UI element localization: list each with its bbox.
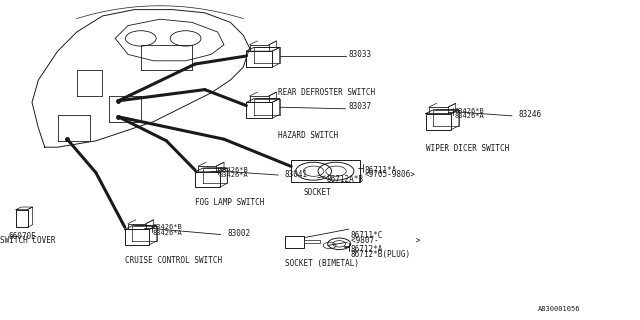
Text: REAR DEFROSTER SWITCH: REAR DEFROSTER SWITCH <box>278 88 376 97</box>
Text: SWITCH COVER: SWITCH COVER <box>0 236 56 245</box>
Text: HAZARD SWITCH: HAZARD SWITCH <box>278 131 339 140</box>
Bar <box>16 210 28 227</box>
Text: A830001056: A830001056 <box>538 306 580 312</box>
Text: 66070E: 66070E <box>8 232 36 241</box>
Bar <box>128 224 146 229</box>
Text: 86712*A: 86712*A <box>351 245 383 254</box>
Bar <box>195 172 220 187</box>
Text: 86711*C: 86711*C <box>351 231 383 240</box>
Text: 86711*A: 86711*A <box>365 166 397 175</box>
Text: 86712*B(PLUG): 86712*B(PLUG) <box>351 250 411 259</box>
Text: <9705-9806>: <9705-9806> <box>365 170 415 179</box>
Bar <box>246 102 272 118</box>
Bar <box>285 236 304 248</box>
Text: 86712A*B: 86712A*B <box>326 175 364 184</box>
Bar <box>426 114 451 130</box>
Bar <box>304 240 320 243</box>
Bar <box>429 107 448 114</box>
Text: 83033: 83033 <box>349 50 372 59</box>
Bar <box>250 45 269 51</box>
Bar <box>250 96 269 102</box>
Bar <box>198 166 216 172</box>
Text: 83426*A: 83426*A <box>153 230 182 236</box>
Text: 83037: 83037 <box>349 102 372 111</box>
Text: 83426*B: 83426*B <box>219 167 248 173</box>
Text: CRUISE CONTROL SWITCH: CRUISE CONTROL SWITCH <box>125 256 222 265</box>
Text: 83426*B: 83426*B <box>153 224 182 230</box>
Text: 83426*A: 83426*A <box>219 172 248 179</box>
Text: 83246: 83246 <box>518 110 541 119</box>
Text: SOCKET (BIMETAL): SOCKET (BIMETAL) <box>285 259 359 268</box>
Text: 83041: 83041 <box>285 170 308 179</box>
Text: SOCKET: SOCKET <box>304 188 332 197</box>
Text: 83426*B: 83426*B <box>454 108 484 114</box>
Text: WIPER DICER SWITCH: WIPER DICER SWITCH <box>426 144 509 153</box>
Bar <box>125 229 149 245</box>
Text: FOG LAMP SWITCH: FOG LAMP SWITCH <box>195 198 264 207</box>
Text: 83426*A: 83426*A <box>454 113 484 119</box>
Bar <box>246 51 272 67</box>
Bar <box>291 160 360 182</box>
Text: 83002: 83002 <box>227 229 250 238</box>
Text: <9807-        >: <9807- > <box>351 236 420 245</box>
